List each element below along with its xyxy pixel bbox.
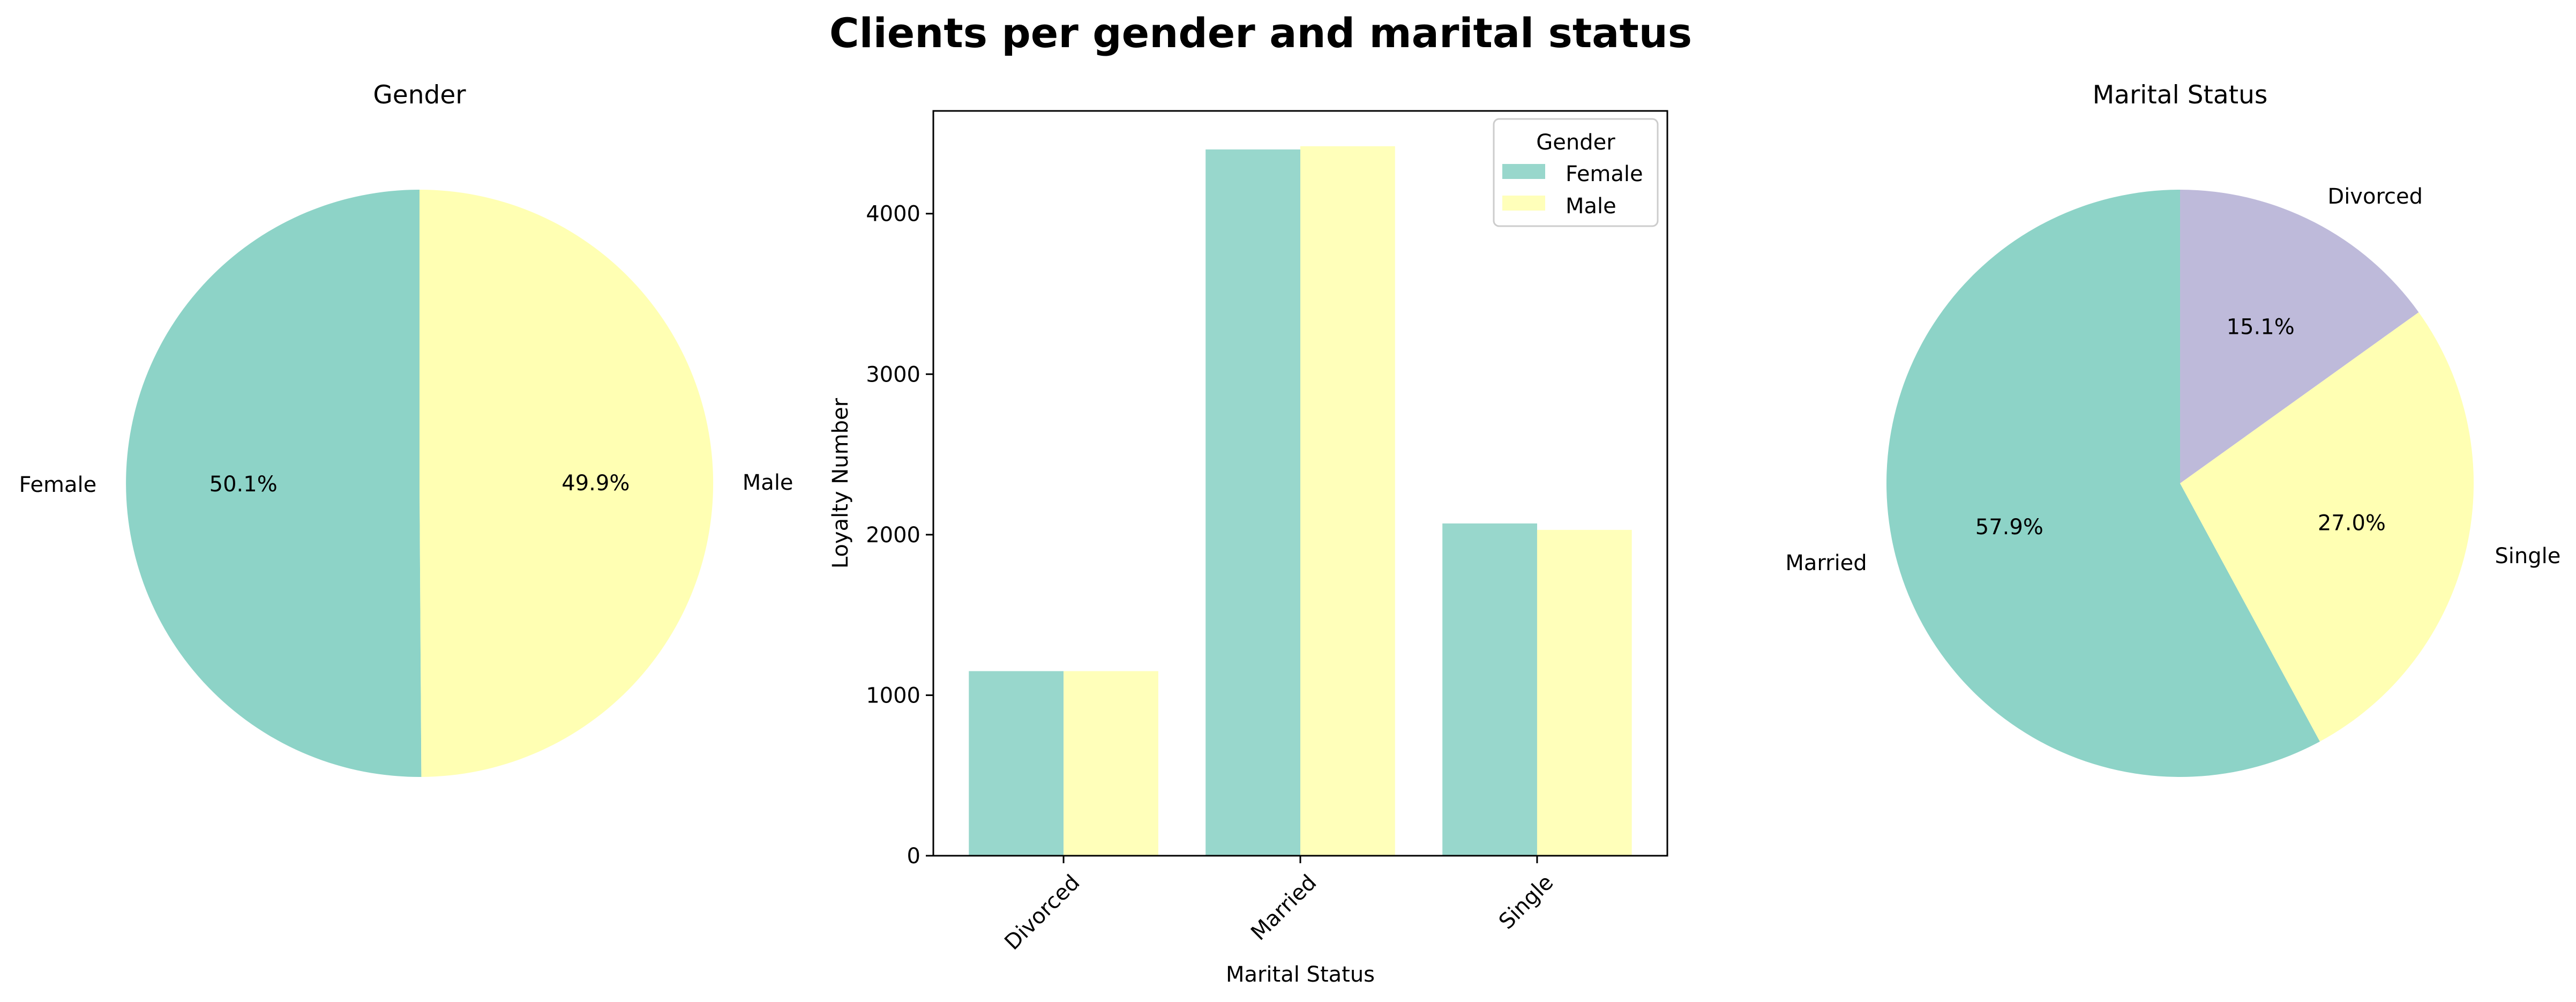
marital-pie-pct-label-divorced: 15.1%: [2227, 315, 2295, 340]
marital-pie-slice-divorced: [2180, 190, 2419, 483]
gender-pie-label-female: Female: [19, 473, 97, 497]
gender-pie-slice-male: [420, 189, 714, 777]
gender-pie-label-male: Male: [743, 470, 793, 495]
figure-title: Clients per gender and marital status: [829, 9, 1692, 57]
gender-pie-title: Gender: [373, 80, 466, 110]
marital-pie-slice-single: [2180, 312, 2474, 742]
bar-ylabel: Loyalty Number: [828, 398, 853, 569]
gender-pie-slice-female: [126, 190, 422, 777]
legend-swatch-male: [1502, 196, 1545, 211]
ytick-label-4000: 4000: [866, 202, 920, 227]
ytick-label-1000: 1000: [866, 683, 920, 708]
bar-married-female: [1205, 149, 1300, 856]
legend-title: Gender: [1536, 130, 1615, 155]
bar-divorced-male: [1064, 671, 1158, 856]
marital-status-pie-chart: Marital Status 57.9% Married 27.0% Single 15…: [1785, 80, 2560, 777]
bar-married-male: [1300, 146, 1395, 856]
bar-divorced-female: [969, 671, 1064, 856]
legend-label-male: Male: [1566, 194, 1616, 219]
ytick-label-0: 0: [907, 844, 920, 869]
ytick-label-2000: 2000: [866, 523, 920, 548]
marital-pie-label-divorced: Divorced: [2327, 184, 2423, 209]
marital-pie-label-single: Single: [2495, 544, 2560, 569]
marital-pie-slice-married: [1886, 190, 2320, 777]
bar-legend: Gender Female Male: [1493, 118, 1659, 227]
bar-single-female: [1442, 523, 1537, 856]
legend-swatch-female: [1502, 164, 1545, 179]
marital-pie-title: Marital Status: [2093, 80, 2268, 110]
bar-single-male: [1537, 529, 1632, 856]
gender-pie-pct-label-male: 49.9%: [561, 471, 630, 496]
gender-pie-pct-label-female: 50.1%: [209, 472, 278, 497]
legend-label-female: Female: [1566, 162, 1643, 186]
marital-pie-pct-label-single: 27.0%: [2318, 511, 2386, 536]
bar-xlabel: Marital Status: [1226, 962, 1375, 987]
marital-pie-label-married: Married: [1785, 551, 1867, 575]
marital-pie-pct-label-married: 57.9%: [1975, 515, 2043, 540]
gender-pie-chart: Gender 50.1% Female 49.9% Male: [19, 80, 793, 777]
ytick-label-3000: 3000: [866, 362, 920, 387]
